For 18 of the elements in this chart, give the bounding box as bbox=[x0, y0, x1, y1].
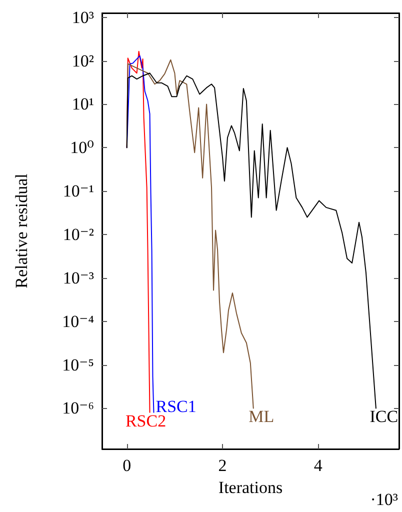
text: ·10³ bbox=[370, 490, 398, 509]
y-tick-label: 10⁻⁶ bbox=[62, 398, 94, 418]
y-tick-label: 10⁻² bbox=[62, 224, 94, 244]
y-tick-label: 10⁻³ bbox=[62, 268, 94, 288]
y-tick-label: 10¹ bbox=[72, 94, 94, 114]
series-label: ICC bbox=[370, 407, 398, 426]
y-tick-label: 10² bbox=[72, 51, 94, 70]
x-tick-label: 2 bbox=[218, 456, 227, 475]
y-tick-label: 10⁰ bbox=[70, 138, 94, 158]
y-tick-label: 10⁻⁵ bbox=[62, 355, 94, 374]
x-tick-label: 4 bbox=[314, 456, 323, 475]
series-label: ML bbox=[248, 407, 274, 426]
y-tick-label: 10⁻¹ bbox=[62, 182, 94, 201]
y-axis-title: Relative residual bbox=[12, 173, 31, 288]
y-tick-label: 10³ bbox=[72, 8, 94, 27]
x-axis-title: Iterations bbox=[218, 478, 283, 497]
y-tick-label: 10⁻⁴ bbox=[62, 312, 94, 331]
x-tick-label: 0 bbox=[122, 456, 132, 475]
